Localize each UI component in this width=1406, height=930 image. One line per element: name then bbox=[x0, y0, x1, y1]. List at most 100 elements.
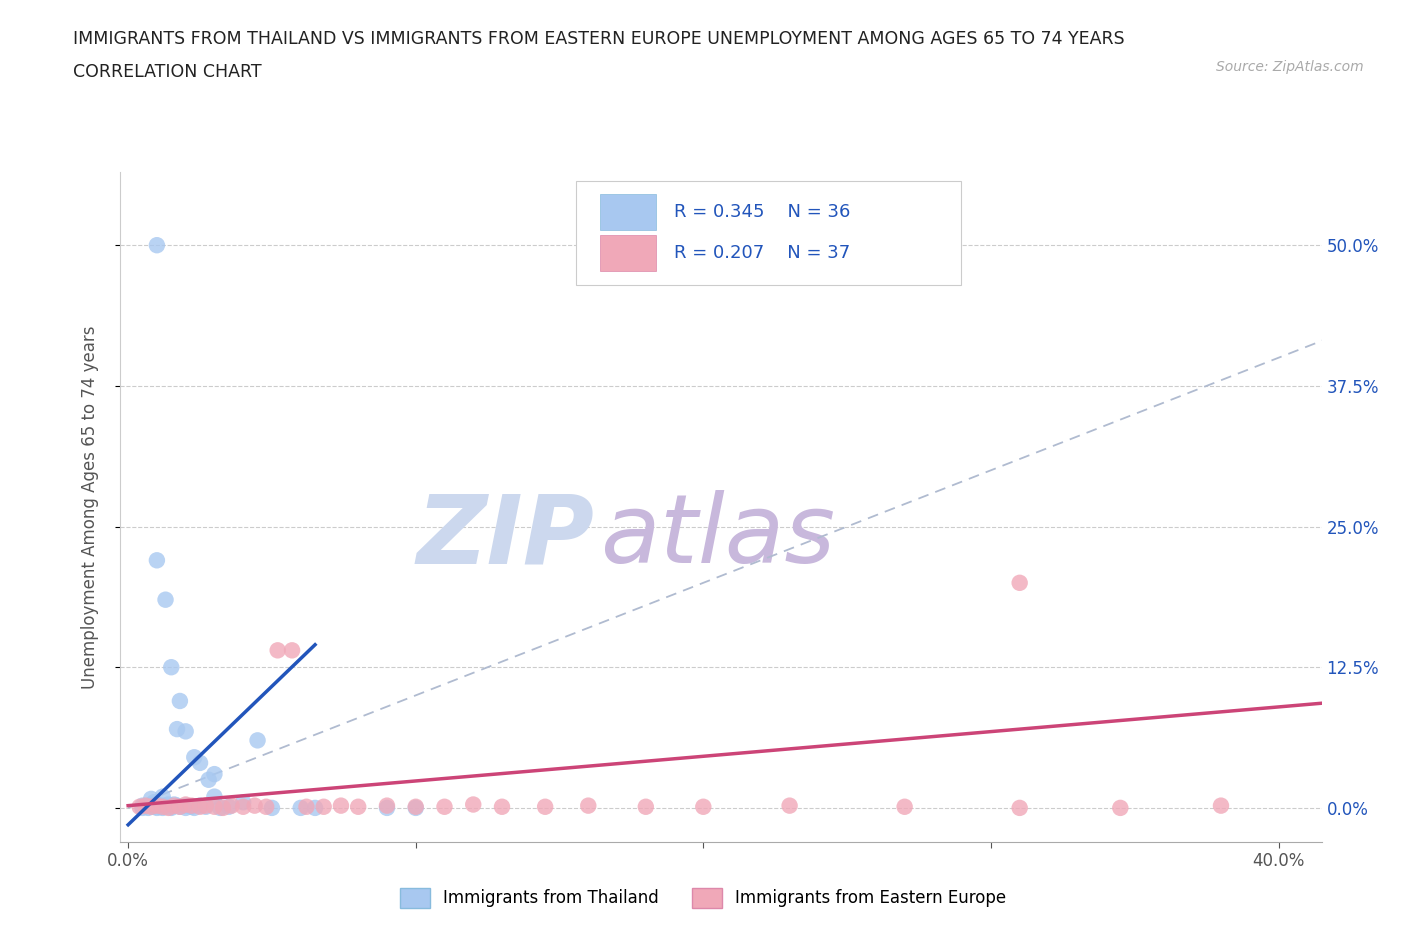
Point bbox=[405, 801, 427, 816]
Text: ZIP: ZIP bbox=[416, 490, 595, 583]
Point bbox=[163, 797, 186, 812]
Point bbox=[131, 798, 153, 813]
Text: R = 0.207    N = 37: R = 0.207 N = 37 bbox=[673, 244, 851, 262]
Point bbox=[634, 799, 657, 814]
Point bbox=[169, 799, 191, 814]
Point bbox=[232, 799, 254, 814]
Point bbox=[779, 798, 801, 813]
Point bbox=[194, 799, 217, 814]
Point bbox=[160, 799, 183, 814]
Point bbox=[169, 799, 191, 814]
Point bbox=[152, 801, 174, 816]
Point bbox=[290, 801, 312, 816]
Point bbox=[433, 799, 456, 814]
Point bbox=[136, 801, 159, 816]
Point bbox=[209, 801, 232, 816]
Point bbox=[1008, 576, 1031, 591]
Point bbox=[204, 766, 226, 781]
Point bbox=[152, 790, 174, 804]
Text: CORRELATION CHART: CORRELATION CHART bbox=[73, 63, 262, 81]
Point bbox=[218, 799, 240, 814]
Point bbox=[174, 798, 197, 813]
Text: Source: ZipAtlas.com: Source: ZipAtlas.com bbox=[1216, 60, 1364, 74]
Point bbox=[149, 799, 172, 814]
Point bbox=[160, 659, 183, 674]
Point bbox=[246, 733, 269, 748]
Point bbox=[174, 797, 197, 812]
Point bbox=[157, 797, 180, 812]
Point bbox=[180, 798, 202, 813]
Text: R = 0.345    N = 36: R = 0.345 N = 36 bbox=[673, 204, 851, 221]
Point bbox=[188, 755, 211, 770]
Point bbox=[155, 799, 177, 814]
Point bbox=[304, 801, 326, 816]
Point bbox=[197, 772, 219, 787]
Point bbox=[212, 801, 235, 816]
Point bbox=[152, 799, 174, 814]
Point bbox=[405, 799, 427, 814]
Point bbox=[254, 799, 277, 814]
Point bbox=[232, 795, 254, 810]
Point bbox=[146, 801, 169, 816]
Point bbox=[1209, 798, 1232, 813]
Point bbox=[160, 801, 183, 816]
Point bbox=[174, 724, 197, 738]
Point bbox=[163, 798, 186, 813]
Point bbox=[180, 799, 202, 814]
Point bbox=[281, 643, 304, 658]
Point bbox=[146, 798, 169, 813]
Point bbox=[128, 799, 150, 814]
FancyBboxPatch shape bbox=[576, 180, 960, 285]
Point bbox=[141, 797, 163, 812]
Point bbox=[576, 798, 599, 813]
Point bbox=[152, 798, 174, 813]
Point bbox=[143, 799, 166, 814]
Point bbox=[134, 798, 156, 813]
Point bbox=[491, 799, 513, 814]
Point bbox=[243, 798, 266, 813]
Point bbox=[204, 799, 226, 814]
Point bbox=[143, 795, 166, 810]
Point bbox=[329, 798, 352, 813]
Point bbox=[295, 799, 318, 814]
Point bbox=[146, 238, 169, 253]
FancyBboxPatch shape bbox=[600, 194, 655, 231]
Point bbox=[463, 797, 485, 812]
Point bbox=[141, 799, 163, 814]
Point bbox=[183, 750, 205, 764]
Point bbox=[141, 798, 163, 813]
Point bbox=[166, 798, 188, 813]
Point bbox=[146, 797, 169, 812]
Point bbox=[1008, 801, 1031, 816]
Point bbox=[146, 552, 169, 567]
Point bbox=[692, 799, 714, 814]
Point bbox=[141, 791, 163, 806]
Point bbox=[194, 798, 217, 813]
Point bbox=[169, 694, 191, 709]
Point bbox=[312, 799, 335, 814]
Point bbox=[157, 801, 180, 816]
Point bbox=[204, 790, 226, 804]
FancyBboxPatch shape bbox=[600, 235, 655, 272]
Point bbox=[146, 798, 169, 813]
Point bbox=[260, 801, 283, 816]
Point bbox=[375, 798, 398, 813]
Text: IMMIGRANTS FROM THAILAND VS IMMIGRANTS FROM EASTERN EUROPE UNEMPLOYMENT AMONG AG: IMMIGRANTS FROM THAILAND VS IMMIGRANTS F… bbox=[73, 30, 1125, 47]
Point bbox=[1109, 801, 1132, 816]
Point bbox=[166, 722, 188, 737]
Point bbox=[188, 799, 211, 814]
Point bbox=[131, 801, 153, 816]
Point bbox=[155, 592, 177, 607]
Point bbox=[221, 798, 243, 813]
Y-axis label: Unemployment Among Ages 65 to 74 years: Unemployment Among Ages 65 to 74 years bbox=[80, 326, 98, 688]
Point bbox=[183, 801, 205, 816]
Point bbox=[174, 801, 197, 816]
Legend: Immigrants from Thailand, Immigrants from Eastern Europe: Immigrants from Thailand, Immigrants fro… bbox=[392, 882, 1014, 914]
Point bbox=[347, 799, 370, 814]
Point bbox=[893, 799, 915, 814]
Point bbox=[267, 643, 290, 658]
Text: atlas: atlas bbox=[600, 490, 835, 583]
Point bbox=[188, 798, 211, 813]
Point bbox=[534, 799, 557, 814]
Point bbox=[375, 801, 398, 816]
